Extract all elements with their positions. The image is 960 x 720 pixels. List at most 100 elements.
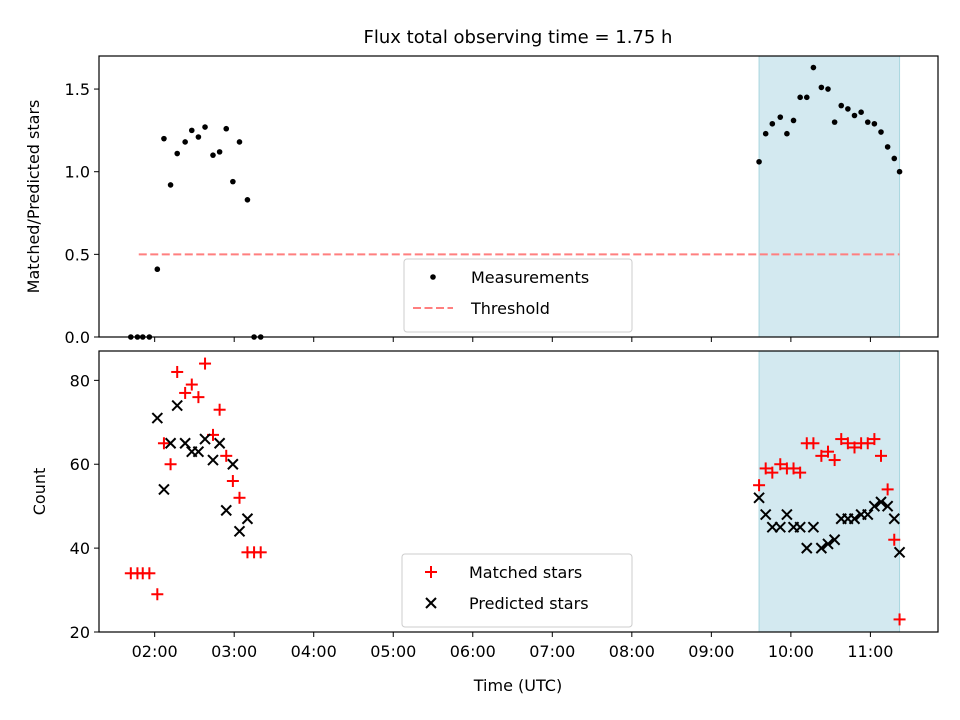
x-tick-label: 05:00 bbox=[370, 642, 416, 661]
matched-star-point bbox=[807, 437, 820, 450]
top-shaded-region bbox=[758, 55, 901, 338]
legend-box bbox=[401, 553, 633, 628]
x-b bbox=[781, 508, 793, 521]
measurement-point bbox=[845, 106, 851, 112]
measurement-point bbox=[188, 127, 195, 134]
measurement-point bbox=[851, 112, 858, 119]
x-b bbox=[158, 483, 170, 496]
chart-title: Flux total observing time = 1.75 h bbox=[364, 27, 673, 48]
matched-star-point bbox=[171, 365, 184, 378]
matched-star-point bbox=[774, 458, 787, 471]
predicted-star-point bbox=[893, 546, 906, 559]
measurement-point bbox=[210, 152, 216, 158]
predicted-star-point bbox=[753, 492, 765, 504]
x-b bbox=[753, 492, 765, 504]
measurement-point bbox=[762, 130, 769, 137]
matched-star-point bbox=[861, 437, 874, 450]
predicted-star-point bbox=[794, 521, 806, 533]
x-b bbox=[192, 445, 205, 458]
top-legend: Measurements Threshold bbox=[403, 258, 633, 333]
matched-star-point bbox=[881, 483, 894, 496]
predicted-star-point bbox=[868, 500, 881, 512]
measurement-point bbox=[223, 125, 230, 132]
matched-star-point bbox=[199, 357, 212, 370]
measurement-point bbox=[871, 120, 878, 127]
predicted-star-point bbox=[171, 399, 183, 412]
predicted-star-point bbox=[199, 433, 211, 445]
x-b bbox=[822, 538, 834, 550]
matched-star-point bbox=[759, 462, 772, 475]
measurement-point bbox=[216, 149, 223, 155]
measurement-point bbox=[864, 119, 871, 125]
x-b bbox=[164, 437, 177, 449]
x-b bbox=[828, 534, 841, 546]
x-b bbox=[759, 508, 772, 521]
top-y-tick-label: 1.5 bbox=[65, 80, 90, 99]
predicted-star-point bbox=[227, 458, 239, 470]
x-b bbox=[151, 412, 164, 424]
measurement-point bbox=[896, 168, 903, 175]
matched-star-point bbox=[254, 546, 267, 559]
measurement-point bbox=[884, 144, 891, 150]
matched-star-point bbox=[192, 391, 205, 404]
measurement-point bbox=[810, 64, 817, 71]
predicted-star-point bbox=[151, 412, 164, 424]
measurement-point bbox=[756, 158, 762, 165]
measurement-point bbox=[244, 197, 251, 203]
matched-star-point bbox=[157, 437, 170, 450]
matched-star-point bbox=[179, 386, 192, 399]
matched-star-point bbox=[787, 462, 800, 475]
measurement-point bbox=[838, 102, 845, 109]
matched-star-point bbox=[143, 567, 156, 580]
legend-label: Matched stars bbox=[469, 563, 582, 582]
x-b bbox=[794, 521, 806, 533]
measurement-point bbox=[167, 182, 174, 188]
legend-marker-predicted bbox=[425, 597, 437, 609]
measurement-point bbox=[790, 117, 797, 124]
x-tick-label: 10:00 bbox=[768, 642, 814, 661]
x-tick-label: 09:00 bbox=[688, 642, 734, 661]
x-b bbox=[207, 454, 219, 466]
predicted-star-point bbox=[862, 508, 874, 521]
matched-star-point bbox=[753, 479, 766, 492]
predicted-star-point bbox=[875, 496, 887, 508]
x-b bbox=[868, 500, 881, 512]
matched-star-point bbox=[151, 588, 164, 601]
bottom-y-axis-label: Count bbox=[30, 468, 49, 516]
matched-star-point bbox=[164, 458, 177, 471]
matched-star-point bbox=[766, 466, 779, 479]
x-b bbox=[815, 542, 828, 554]
x-b bbox=[241, 513, 254, 525]
matched-star-point bbox=[893, 613, 906, 626]
predicted-star-point bbox=[781, 508, 793, 521]
predicted-star-point bbox=[192, 445, 205, 458]
matched-star-point bbox=[868, 433, 881, 446]
top-y-tick-label: 0.0 bbox=[65, 328, 90, 347]
measurement-point bbox=[858, 109, 864, 115]
measurement-point bbox=[769, 120, 776, 127]
x-tick-label: 11:00 bbox=[847, 642, 893, 661]
x-b bbox=[774, 521, 786, 533]
top-panel: 0.0 0.5 1.0 1.5 Matched/Predicted stars Measu… bbox=[24, 55, 939, 347]
matched-star-point bbox=[828, 454, 841, 467]
measurement-point bbox=[154, 266, 161, 273]
measurement-point bbox=[174, 150, 181, 157]
x-b bbox=[862, 508, 874, 521]
matched-star-point bbox=[233, 491, 246, 504]
x-b bbox=[179, 437, 191, 449]
x-b bbox=[893, 546, 906, 559]
matched-star-point bbox=[848, 441, 861, 454]
x-tick-label: 03:00 bbox=[211, 642, 257, 661]
measurement-point bbox=[784, 130, 790, 137]
x-axis-label: Time (UTC) bbox=[473, 676, 562, 695]
matched-star-point bbox=[815, 449, 828, 462]
matched-star-point bbox=[794, 466, 807, 479]
predicted-star-point bbox=[848, 513, 861, 525]
top-axes-frame bbox=[98, 55, 939, 338]
measurement-point bbox=[878, 129, 884, 135]
legend-box bbox=[403, 258, 633, 333]
predicted-star-point bbox=[774, 521, 786, 533]
measurement-point bbox=[825, 86, 831, 92]
predicted-star-point bbox=[759, 508, 772, 521]
